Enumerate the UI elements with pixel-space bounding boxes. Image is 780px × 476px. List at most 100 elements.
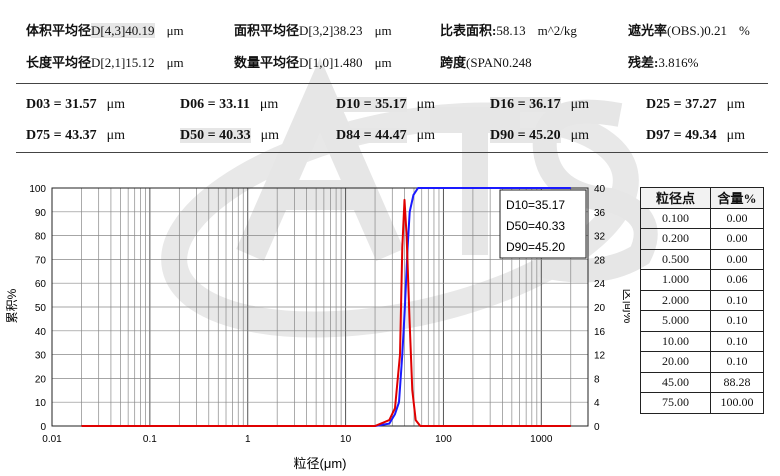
y-tick-left: 0 xyxy=(40,422,46,433)
right-axis-ticks: 0 4 8 12 16 20 24 28 32 36 40 xyxy=(594,184,606,433)
y-tick-right: 24 xyxy=(594,279,606,290)
y-tick-right: 32 xyxy=(594,232,606,243)
d-value: D90 = 45.20 xyxy=(490,128,561,143)
d-value: D03 = 31.57 xyxy=(26,97,97,112)
cell-content: 0.00 xyxy=(710,207,764,229)
header-size: 粒径点 xyxy=(640,187,711,209)
summary-label: 数量平均径 xyxy=(234,55,300,70)
d-value: D16 = 36.17 xyxy=(490,97,561,112)
interval-curve xyxy=(81,198,571,427)
summary-label: 长度平均径 xyxy=(26,55,92,70)
y-tick-left: 20 xyxy=(35,374,47,385)
left-axis-ticks: 0 10 20 30 40 50 60 70 80 90 100 xyxy=(29,184,46,433)
annotation-text: D10=35.17 xyxy=(506,198,565,212)
summary-label: 残差: xyxy=(628,55,659,70)
x-axis-ticks: 0.01 0.1 1 10 100 1000 xyxy=(42,434,553,445)
cell-size: 0.200 xyxy=(640,228,711,250)
d-value-unit: μm xyxy=(726,128,745,143)
annotation-text: D50=40.33 xyxy=(506,219,565,233)
summary-label: 遮光率 xyxy=(628,23,668,38)
d-value-item: D50 = 40.33 μm xyxy=(180,128,279,144)
summary-unit: μm xyxy=(166,23,184,38)
y-tick-left: 10 xyxy=(35,398,47,409)
d-annotation-box: D10=35.17 D50=40.33 D90=45.20 xyxy=(499,189,587,259)
y-tick-right: 8 xyxy=(594,374,600,385)
summary-value: D[1,0]1.480 xyxy=(299,55,363,70)
table-row: 75.00 100.00 xyxy=(640,392,764,414)
cell-size: 0.100 xyxy=(640,207,711,229)
d-value-unit: μm xyxy=(570,128,589,143)
y-tick-right: 36 xyxy=(594,208,606,219)
y-axis-label-left: 累积% xyxy=(5,288,19,323)
d-value-unit: μm xyxy=(106,97,125,112)
summary-row2-item: 残差:3.816% xyxy=(628,52,710,71)
d-value: D97 = 49.34 xyxy=(646,128,717,143)
x-tick: 0.01 xyxy=(42,434,62,445)
table-row: 0.500 0.00 xyxy=(640,248,764,270)
d-value-unit: μm xyxy=(260,128,279,143)
annotation-text: D90=45.20 xyxy=(506,240,565,254)
y-tick-left: 100 xyxy=(29,184,46,195)
cell-size: 0.500 xyxy=(640,248,711,270)
d-value-item: D16 = 36.17 μm xyxy=(490,97,589,113)
summary-row1-item: 体积平均径D[4,3]40.19 μm xyxy=(26,20,184,39)
y-tick-left: 60 xyxy=(35,279,47,290)
y-tick-left: 90 xyxy=(35,208,47,219)
summary-value: D[4,3]40.19 xyxy=(91,23,155,38)
y-tick-left: 50 xyxy=(35,303,47,314)
d-value: D10 = 35.17 xyxy=(336,97,407,112)
x-tick: 10 xyxy=(340,434,352,445)
d-value: D25 = 37.27 xyxy=(646,97,717,112)
y-tick-left: 70 xyxy=(35,255,47,266)
summary-unit: μm xyxy=(374,55,392,70)
cell-size: 1.000 xyxy=(640,269,711,291)
y-tick-right: 0 xyxy=(594,422,600,433)
y-tick-left: 40 xyxy=(35,327,47,338)
summary-value: 58.13 xyxy=(496,23,526,38)
psd-table: 粒径点 含量% 0.100 0.00 0.200 0.00 0.500 0.00 1.000… xyxy=(640,187,764,414)
table-row: 2.000 0.10 xyxy=(640,289,764,311)
x-tick: 0.1 xyxy=(143,434,157,445)
d-value-unit: μm xyxy=(416,97,435,112)
cell-content: 0.10 xyxy=(710,289,764,311)
divider-top xyxy=(16,83,768,84)
d-value-unit: μm xyxy=(570,97,589,112)
d-value-unit: μm xyxy=(726,97,745,112)
table-row: 10.00 0.10 xyxy=(640,330,764,352)
d-value-item: D10 = 35.17 μm xyxy=(336,97,435,113)
header-content: 含量% xyxy=(710,187,764,209)
cell-content: 0.00 xyxy=(710,248,764,270)
x-tick: 1 xyxy=(245,434,251,445)
summary-value: (SPAN0.248 xyxy=(466,55,532,70)
table-row: 20.00 0.10 xyxy=(640,351,764,373)
annotation-frame xyxy=(499,189,587,259)
d-value: D50 = 40.33 xyxy=(180,128,251,143)
x-tick: 1000 xyxy=(530,434,553,445)
cell-content: 0.00 xyxy=(710,228,764,250)
cumulative-curve xyxy=(81,187,571,427)
y-axis-label-right: 区间% xyxy=(621,289,630,324)
summary-value: (OBS.)0.21 xyxy=(667,23,727,38)
curves xyxy=(81,187,571,427)
cell-size: 10.00 xyxy=(640,330,711,352)
summary-row1-item: 面积平均径D[3,2]38.23 μm xyxy=(234,20,392,39)
cell-content: 0.06 xyxy=(710,269,764,291)
summary-row2-item: 跨度(SPAN0.248 xyxy=(440,52,544,71)
d-value-unit: μm xyxy=(259,97,279,112)
cell-size: 5.000 xyxy=(640,310,711,332)
table-row: 5.000 0.10 xyxy=(640,310,764,332)
cell-content: 0.10 xyxy=(710,310,764,332)
summary-value: 3.816% xyxy=(658,55,699,70)
table-row: 0.200 0.00 xyxy=(640,228,764,250)
table-row: 45.00 88.28 xyxy=(640,371,764,393)
d-value-unit: μm xyxy=(106,128,125,143)
summary-label: 跨度 xyxy=(440,55,467,70)
y-tick-right: 28 xyxy=(594,255,606,266)
y-tick-right: 40 xyxy=(594,184,606,195)
d-value-unit: μm xyxy=(416,128,435,143)
y-tick-right: 20 xyxy=(594,303,606,314)
x-tick: 100 xyxy=(435,434,452,445)
table-row: 1.000 0.06 xyxy=(640,269,764,291)
y-tick-right: 4 xyxy=(594,398,600,409)
